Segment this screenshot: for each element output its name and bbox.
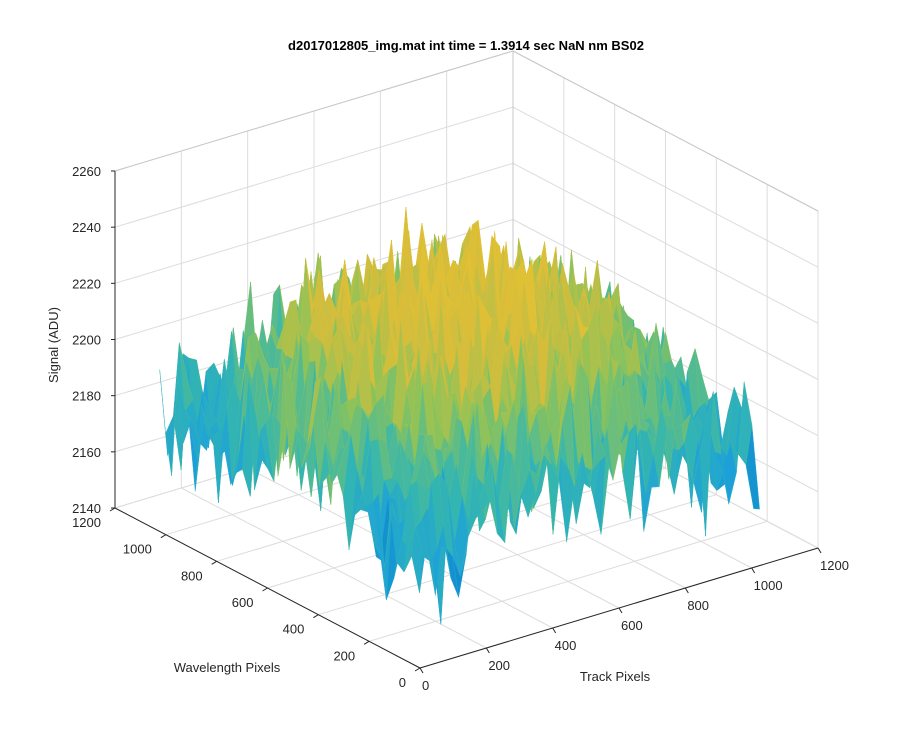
z-tick-label: 2180 bbox=[72, 389, 101, 404]
x-tick-label: 0 bbox=[422, 678, 429, 693]
z-tick-label: 2200 bbox=[72, 333, 101, 348]
surface-patch bbox=[413, 506, 428, 528]
grid-line-wall-z-right bbox=[512, 162, 819, 324]
box-edge bbox=[512, 50, 819, 212]
grid-line-wall-z-right bbox=[512, 219, 819, 380]
y-tick-label: 1000 bbox=[123, 542, 152, 557]
x-tick-label: 200 bbox=[488, 658, 510, 673]
grid-line-floor-y bbox=[318, 494, 717, 616]
z-tick-label: 2240 bbox=[72, 220, 101, 235]
grid-line-wall-z-back bbox=[114, 219, 514, 340]
x-tick-label: 1000 bbox=[754, 578, 783, 593]
x-tick-label: 1200 bbox=[820, 558, 849, 573]
y-tick bbox=[414, 667, 421, 672]
x-tick-label: 800 bbox=[687, 598, 709, 613]
y-axis-label: Wavelength Pixels bbox=[174, 660, 281, 675]
x-tick bbox=[751, 567, 756, 574]
y-tick-label: 400 bbox=[283, 622, 305, 637]
y-tick-label: 1200 bbox=[72, 515, 101, 530]
y-tick-label: 0 bbox=[399, 675, 406, 690]
grid-line-wall-z-right bbox=[512, 106, 819, 268]
axis-lines bbox=[109, 170, 822, 674]
y-tick bbox=[313, 614, 319, 619]
x-tick bbox=[618, 607, 623, 614]
z-tick-label: 2140 bbox=[72, 501, 101, 516]
z-tick-label: 2220 bbox=[72, 276, 101, 291]
y-tick bbox=[160, 534, 167, 539]
z-tick-label: 2260 bbox=[72, 164, 101, 179]
x-tick-label: 600 bbox=[621, 618, 643, 633]
x-tick bbox=[419, 667, 424, 674]
grid-line-floor-y bbox=[369, 520, 768, 642]
surface-mesh bbox=[159, 207, 760, 625]
y-tick-label: 600 bbox=[232, 595, 254, 610]
x-tick bbox=[485, 647, 490, 654]
y-tick-label: 200 bbox=[333, 648, 355, 663]
x-tick bbox=[552, 627, 557, 634]
tick-labels: 0 200 400 600 800 1000 1200 0 200 400 600 800 1000 12… bbox=[72, 164, 849, 693]
x-tick bbox=[684, 587, 689, 594]
y-tick bbox=[262, 587, 268, 592]
y-tick bbox=[363, 640, 370, 645]
x-axis-label: Track Pixels bbox=[580, 669, 651, 684]
grid-line-wall-z-back bbox=[114, 106, 514, 228]
x-tick-label: 400 bbox=[555, 638, 577, 653]
y-tick bbox=[211, 560, 217, 565]
chart-title: d2017012805_img.mat int time = 1.3914 se… bbox=[288, 38, 644, 53]
grid-line-wall-z-back bbox=[114, 162, 514, 284]
x-tick bbox=[817, 547, 822, 554]
z-axis-label: Signal (ADU) bbox=[46, 307, 61, 383]
y-tick-label: 800 bbox=[181, 568, 203, 583]
box-edge bbox=[114, 50, 514, 172]
z-tick-label: 2160 bbox=[72, 445, 101, 460]
